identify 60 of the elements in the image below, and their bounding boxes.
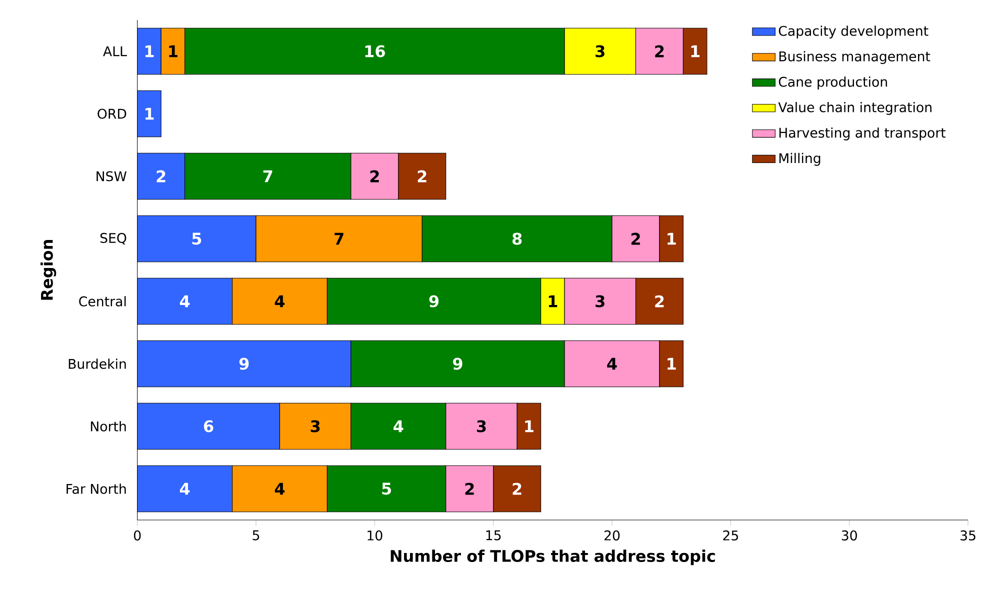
- data-label: 3: [310, 420, 320, 432]
- data-label: 4: [274, 295, 285, 308]
- legend-label: Cane production: [778, 76, 887, 90]
- data-label: 1: [525, 420, 534, 432]
- data-label: 2: [156, 170, 166, 182]
- data-label: 1: [691, 45, 700, 58]
- x-tick-label: 5: [252, 530, 260, 540]
- data-label: 4: [394, 420, 404, 432]
- y-axis-title: Region: [40, 240, 56, 300]
- data-label: 9: [239, 358, 249, 370]
- data-label: 1: [548, 295, 558, 308]
- data-label: 4: [274, 482, 285, 495]
- data-label: 9: [429, 295, 439, 308]
- data-label: 2: [655, 295, 664, 308]
- legend-label: Value chain integration: [778, 102, 932, 115]
- data-label: 7: [263, 170, 272, 182]
- data-label: 3: [596, 45, 604, 58]
- legend-label: Business management: [779, 51, 930, 64]
- y-tick-label: North: [90, 421, 126, 432]
- data-label: 4: [180, 482, 190, 495]
- data-label: 2: [631, 232, 640, 245]
- x-tick-label: 35: [960, 530, 976, 540]
- data-label: 2: [512, 482, 522, 495]
- y-tick-label: SEQ: [100, 232, 126, 245]
- y-tick-label: Burdekin: [68, 358, 126, 369]
- data-label: 5: [382, 482, 391, 495]
- x-tick-label: 15: [486, 530, 501, 540]
- legend-label: Harvesting and transport: [779, 127, 946, 140]
- x-tick-label: 0: [134, 530, 141, 540]
- data-label: 1: [668, 232, 676, 245]
- y-tick-label: Far North: [66, 484, 126, 494]
- legend-label: Capacity development: [778, 26, 928, 39]
- x-tick-label: 30: [842, 530, 857, 540]
- data-label: 3: [596, 295, 604, 308]
- data-label: 2: [418, 170, 426, 182]
- data-label: 16: [365, 45, 385, 58]
- data-label: 1: [668, 358, 676, 370]
- data-label: 6: [204, 420, 214, 432]
- data-label: 2: [655, 45, 664, 58]
- data-label: 7: [334, 232, 344, 245]
- data-label: 1: [169, 45, 178, 58]
- x-axis-title: Number of TLOPs that address topic: [390, 550, 715, 566]
- data-label: 8: [512, 232, 522, 245]
- data-label: 1: [145, 108, 154, 120]
- data-label: 5: [192, 232, 202, 245]
- data-label: 9: [453, 358, 462, 370]
- data-label: 3: [476, 420, 486, 432]
- data-label: 2: [370, 170, 379, 182]
- legend-label: Milling: [779, 152, 820, 166]
- data-label: 4: [180, 295, 190, 308]
- data-label: 2: [465, 482, 474, 495]
- x-tick-label: 25: [723, 530, 738, 540]
- x-tick-label: 20: [604, 530, 620, 540]
- x-tick-label: 10: [368, 530, 382, 540]
- y-tick-label: NSW: [96, 171, 127, 182]
- data-label: 4: [607, 358, 617, 370]
- y-tick-label: ORD: [98, 108, 126, 119]
- y-tick-label: Central: [79, 296, 126, 306]
- y-tick-label: ALL: [103, 46, 127, 56]
- data-label: 1: [145, 45, 154, 58]
